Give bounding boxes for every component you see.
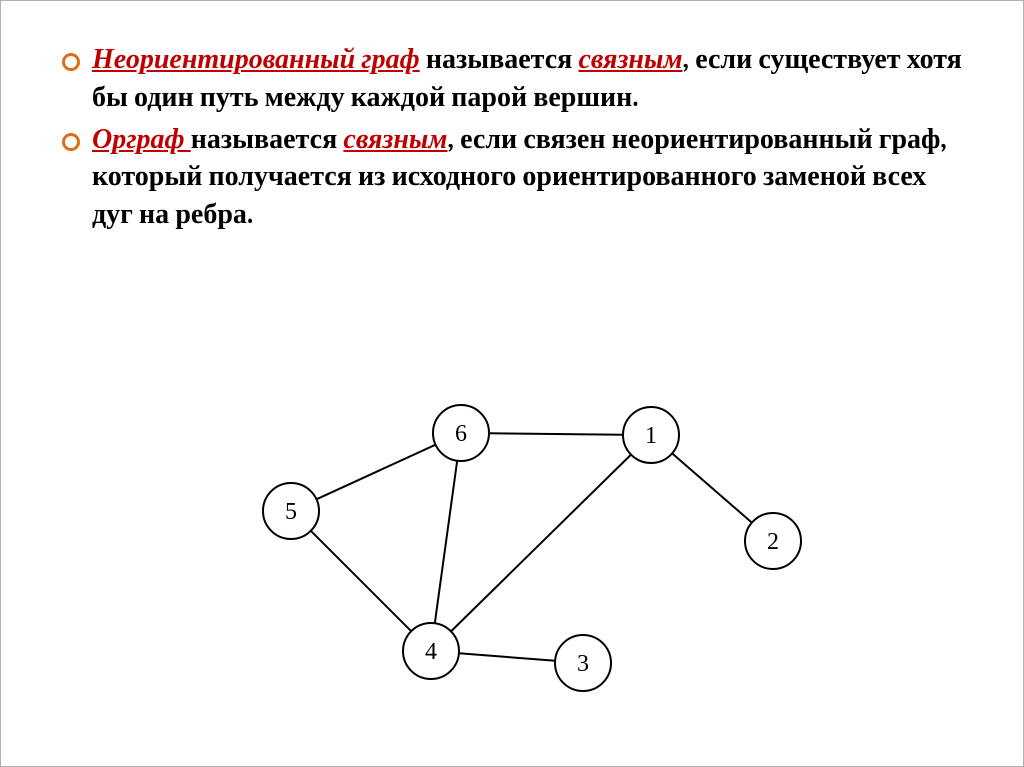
bullet-list: Неориентированный граф называется связны…: [56, 41, 968, 234]
graph-container: 1 2 3 4 5 6: [1, 381, 1024, 715]
graph-edge: [451, 455, 631, 632]
graph-svg: 1 2 3 4 5 6: [213, 381, 813, 711]
term-text: связным: [578, 43, 682, 75]
graph-node-label: 4: [425, 639, 437, 665]
graph-edge: [489, 433, 623, 434]
graph-edge: [316, 445, 435, 500]
graph-edge: [672, 453, 752, 522]
content-area: Неориентированный граф называется связны…: [56, 41, 968, 238]
term-text: Неориентированный граф: [92, 43, 420, 75]
graph-node-label: 2: [767, 529, 779, 555]
graph-node: 4: [403, 623, 459, 679]
slide: Неориентированный граф называется связны…: [0, 0, 1024, 767]
term-text: связным: [343, 123, 447, 155]
graph-node-label: 5: [285, 499, 297, 525]
graph-node: 2: [745, 513, 801, 569]
graph-node: 6: [433, 405, 489, 461]
graph-node: 5: [263, 483, 319, 539]
body-text: называется: [191, 123, 344, 155]
graph-edge: [311, 531, 411, 631]
graph-node-label: 6: [455, 421, 467, 447]
term-text: Орграф: [92, 123, 191, 155]
graph-node-label: 3: [577, 651, 589, 677]
graph-edge: [459, 653, 555, 661]
bullet-item: Орграф называется связным, если связен н…: [56, 121, 968, 234]
graph-edge: [435, 461, 457, 624]
graph-node-label: 1: [645, 423, 657, 449]
graph-node: 3: [555, 635, 611, 691]
bullet-item: Неориентированный граф называется связны…: [56, 41, 968, 117]
graph-node: 1: [623, 407, 679, 463]
body-text: называется: [420, 43, 579, 75]
